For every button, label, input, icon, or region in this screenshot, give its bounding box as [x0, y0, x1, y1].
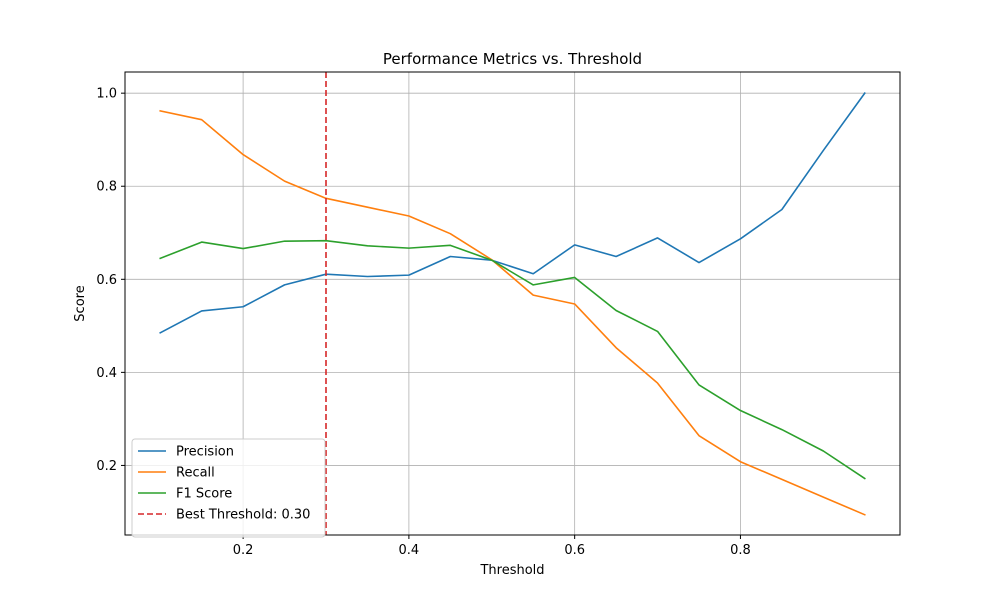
y-axis-ticks: 0.2 0.4 0.6 0.8 1.0 [96, 87, 125, 474]
x-tick-label: 0.8 [730, 543, 751, 558]
legend-label: Recall [176, 466, 215, 481]
y-tick-label: 0.6 [96, 273, 117, 288]
y-tick-label: 0.8 [96, 180, 117, 195]
legend-box [131, 438, 326, 538]
legend-label: F1 Score [176, 487, 232, 502]
series-line-precision [159, 92, 866, 334]
plot-area-frame [124, 71, 901, 536]
legend: Precision Recall F1 Score Best Threshold: 0… [131, 438, 326, 538]
y-tick-label: 0.2 [96, 459, 117, 474]
series-line-f1-score [159, 239, 866, 480]
x-tick-label: 0.4 [399, 543, 420, 558]
y-axis-label: Score [73, 285, 88, 321]
series-lines [159, 92, 866, 516]
x-tick-label: 0.2 [233, 543, 254, 558]
x-tick-label: 0.6 [564, 543, 585, 558]
y-tick-label: 0.4 [96, 366, 117, 381]
chart-title: Performance Metrics vs. Threshold [383, 50, 642, 68]
y-tick-label: 1.0 [96, 87, 117, 102]
x-axis-ticks: 0.2 0.4 0.6 0.8 [233, 535, 751, 558]
x-axis-label: Threshold [479, 563, 544, 578]
legend-label: Best Threshold: 0.30 [176, 508, 310, 523]
series-line-recall [159, 109, 866, 516]
legend-label: Precision [176, 445, 234, 460]
